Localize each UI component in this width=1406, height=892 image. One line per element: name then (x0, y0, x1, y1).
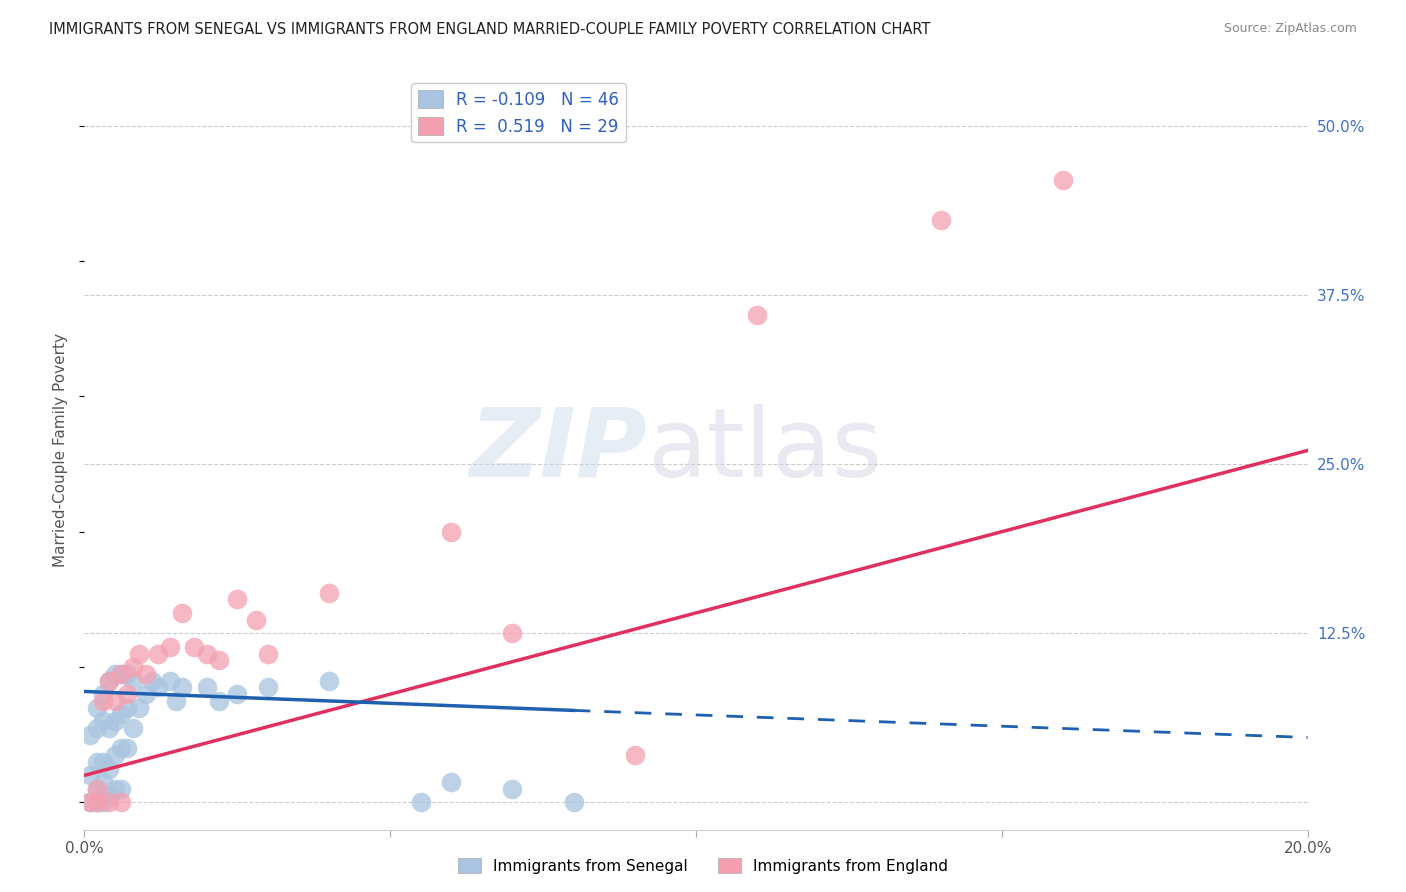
Point (135, 687, 157, 701)
Point (110, 796, 132, 810)
Point (86, 781, 108, 796)
Point (86, 721, 108, 735)
Point (172, 681, 194, 695)
Point (146, 647, 169, 661)
Point (172, 606, 194, 620)
Point (115, 700, 138, 714)
Point (245, 613, 267, 627)
Point (146, 681, 169, 695)
Point (91, 775, 114, 789)
Point (208, 653, 231, 667)
Point (91, 687, 114, 701)
Point (91, 714, 114, 729)
Text: Source: ZipAtlas.com: Source: ZipAtlas.com (1223, 22, 1357, 36)
Point (195, 647, 218, 661)
Point (110, 741, 132, 756)
Point (929, 213, 952, 227)
Point (257, 681, 280, 695)
Point (86, 755, 108, 769)
Point (86, 781, 108, 796)
Point (104, 748, 127, 763)
Point (97, 789, 120, 803)
Text: atlas: atlas (647, 404, 882, 497)
Point (409, 796, 432, 810)
Point (79, 728, 101, 742)
Point (122, 721, 145, 735)
Point (318, 585, 340, 599)
Point (128, 647, 150, 661)
Point (86, 796, 108, 810)
Point (195, 681, 218, 695)
Text: ZIP: ZIP (470, 404, 647, 497)
Point (159, 640, 181, 654)
Point (502, 626, 524, 640)
Y-axis label: Married-Couple Family Poverty: Married-Couple Family Poverty (53, 334, 69, 567)
Point (97, 721, 120, 735)
Point (97, 762, 120, 776)
Point (165, 694, 187, 708)
Point (624, 748, 647, 763)
Point (226, 592, 249, 607)
Point (91, 796, 114, 810)
Point (440, 524, 463, 539)
Point (115, 666, 138, 681)
Point (110, 666, 132, 681)
Point (115, 687, 138, 701)
Point (104, 781, 127, 796)
Point (1052, 172, 1074, 186)
Point (79, 796, 101, 810)
Point (110, 666, 132, 681)
Point (104, 694, 127, 708)
Point (318, 673, 340, 688)
Point (79, 796, 101, 810)
Point (141, 673, 163, 688)
Point (257, 647, 280, 661)
Point (91, 694, 114, 708)
Point (122, 660, 145, 674)
Point (91, 755, 114, 769)
Text: IMMIGRANTS FROM SENEGAL VS IMMIGRANTS FROM ENGLAND MARRIED-COUPLE FAMILY POVERTY: IMMIGRANTS FROM SENEGAL VS IMMIGRANTS FR… (49, 22, 931, 37)
Legend: Immigrants from Senegal, Immigrants from England: Immigrants from Senegal, Immigrants from… (451, 852, 955, 880)
Point (747, 308, 769, 322)
Point (208, 694, 231, 708)
Point (86, 796, 108, 810)
Point (128, 700, 150, 714)
Point (159, 673, 181, 688)
Point (226, 687, 249, 701)
Point (440, 775, 463, 789)
Point (122, 673, 145, 688)
Point (183, 640, 205, 654)
Point (79, 768, 101, 782)
Point (104, 666, 127, 681)
Point (135, 666, 157, 681)
Point (97, 796, 120, 810)
Point (97, 673, 120, 688)
Point (115, 741, 138, 756)
Point (86, 700, 108, 714)
Point (97, 673, 120, 688)
Point (110, 707, 132, 722)
Point (562, 796, 585, 810)
Point (110, 781, 132, 796)
Legend: R = -0.109   N = 46, R =  0.519   N = 29: R = -0.109 N = 46, R = 0.519 N = 29 (412, 84, 626, 143)
Point (502, 781, 524, 796)
Point (104, 714, 127, 729)
